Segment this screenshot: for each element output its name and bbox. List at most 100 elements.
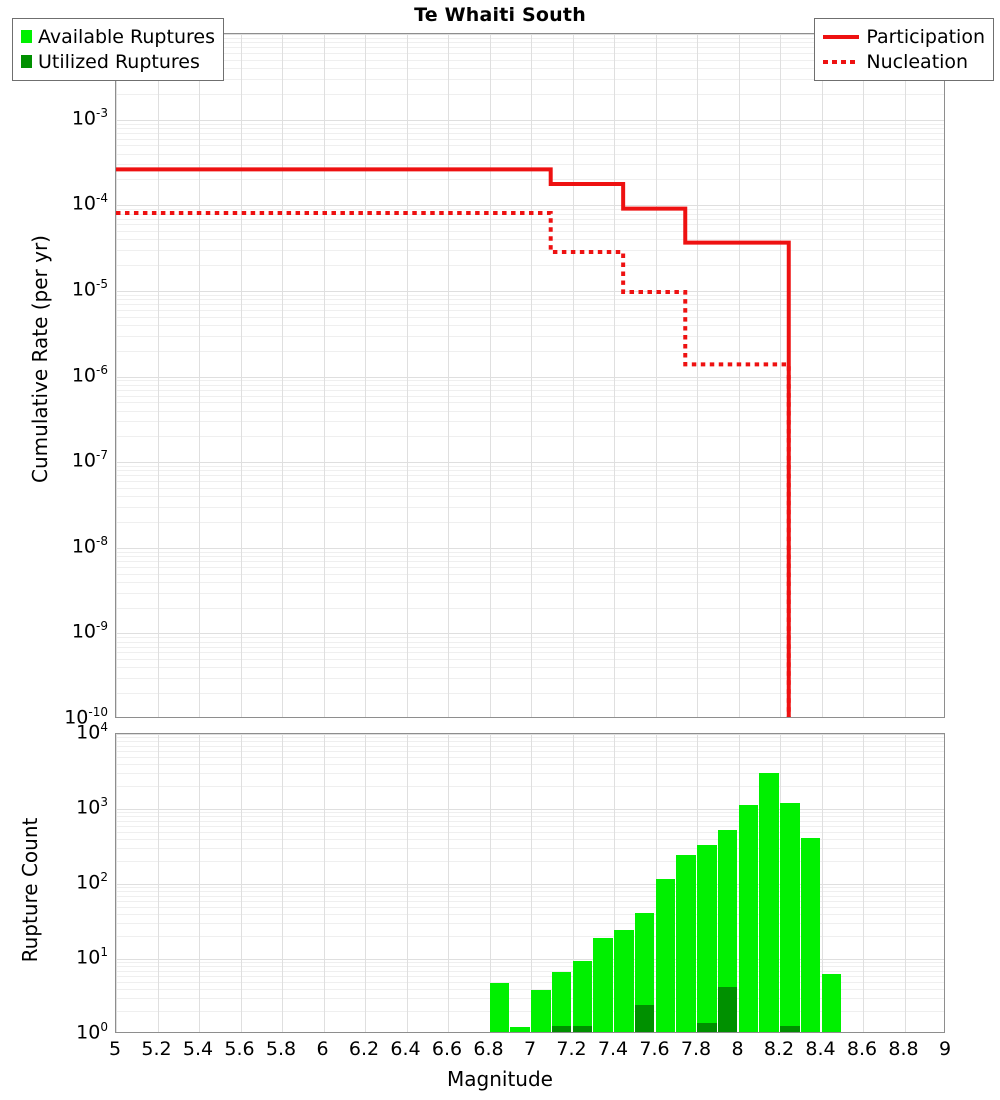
y-axis-tick-label: 101 <box>76 945 108 969</box>
gridline-horizontal <box>116 436 944 438</box>
gridline-horizontal <box>116 966 944 968</box>
gridline-horizontal <box>116 756 944 758</box>
gridline-horizontal <box>116 750 944 752</box>
y-axis-tick-label: 10-4 <box>71 191 108 215</box>
legend-item-available: Available Ruptures <box>21 24 215 49</box>
gridline-horizontal <box>116 123 944 125</box>
bar-segment-utilized <box>572 1026 593 1032</box>
gridline-vertical <box>863 34 864 717</box>
bar-segment-available <box>551 972 572 1032</box>
bar <box>676 734 696 1032</box>
x-axis-tick-label: 9 <box>938 1038 952 1060</box>
x-axis-tick-label: 7 <box>523 1038 537 1060</box>
gridline-horizontal <box>116 481 944 483</box>
x-axis-tick-label: 8 <box>731 1038 744 1060</box>
x-axis-tick-label: 8.4 <box>805 1038 836 1060</box>
gridline-horizontal <box>116 970 944 972</box>
bar-segment-utilized <box>717 986 738 1032</box>
gridline-horizontal <box>116 741 944 743</box>
gridline-horizontal <box>116 462 944 464</box>
x-axis-tick-label: 5.8 <box>265 1038 297 1060</box>
rate-curves <box>116 167 791 717</box>
gridline-horizontal <box>116 59 944 61</box>
y-axis-tick-label: 10-7 <box>71 448 108 472</box>
bar <box>655 734 676 1032</box>
bar-segment-available <box>510 1027 530 1032</box>
bar-segment-utilized <box>634 1004 655 1032</box>
y-axis-tick-label: 10-9 <box>71 619 108 643</box>
bar <box>821 734 842 1032</box>
gridline-vertical <box>282 34 283 717</box>
gridline-horizontal <box>116 641 944 643</box>
y-axis-tick-label: 10-6 <box>71 362 108 386</box>
gridline-horizontal <box>116 556 944 558</box>
bar-segment-utilized <box>780 1026 800 1032</box>
gridline-vertical <box>863 734 864 1032</box>
x-axis-tick-label: 6.2 <box>348 1038 380 1060</box>
gridline-horizontal <box>116 218 944 220</box>
gridline-horizontal <box>116 573 944 575</box>
gridline-horizontal <box>116 205 944 207</box>
x-axis-tick-label: 7.4 <box>597 1038 629 1060</box>
gridline-horizontal <box>116 335 944 337</box>
gridline-horizontal <box>116 324 944 326</box>
dotted-line-swatch-icon <box>823 59 860 64</box>
gridline-horizontal <box>116 693 944 695</box>
gridline-horizontal <box>116 402 944 404</box>
gridline-horizontal <box>116 376 944 378</box>
gridline-horizontal <box>116 975 944 977</box>
gridline-horizontal <box>116 820 944 822</box>
bar <box>510 734 530 1032</box>
gridline-horizontal <box>116 1011 944 1013</box>
gridline-horizontal <box>116 209 944 211</box>
gridline-vertical <box>904 734 906 1032</box>
x-axis-tick-label: 7.2 <box>556 1038 587 1060</box>
x-axis-tick-label: 6 <box>316 1038 329 1060</box>
available-color-swatch-icon <box>21 30 32 43</box>
legend-item-nucleation: Nucleation <box>823 49 985 74</box>
gridline-horizontal <box>116 786 944 788</box>
gridline-horizontal <box>116 93 944 95</box>
gridline-horizontal <box>116 895 944 897</box>
gridline-horizontal <box>116 773 944 775</box>
gridline-horizontal <box>116 309 944 311</box>
gridline-horizontal <box>116 861 944 863</box>
gridline-vertical <box>489 734 491 1032</box>
gridline-vertical <box>282 734 283 1032</box>
y-axis-tick-label: 102 <box>76 870 108 894</box>
legend-top: Participation Nucleation <box>814 18 994 81</box>
gridline-horizontal <box>116 145 944 147</box>
gridline-vertical <box>531 34 532 717</box>
bar-segment-available <box>717 830 738 1032</box>
gridline-horizontal <box>116 389 944 391</box>
gridline-horizontal <box>116 734 944 735</box>
bar <box>738 734 759 1032</box>
x-axis-tick-label: 7.8 <box>680 1038 712 1060</box>
gridline-vertical <box>199 734 200 1032</box>
bar-segment-available <box>531 990 551 1032</box>
x-axis-tick-label: 7.6 <box>639 1038 670 1060</box>
gridline-horizontal <box>116 891 944 893</box>
bar <box>614 734 634 1032</box>
gridline-horizontal <box>116 566 944 568</box>
x-axis-tick-label: 5.4 <box>182 1038 214 1060</box>
gridline-horizontal <box>116 475 944 477</box>
gridline-horizontal <box>116 350 944 352</box>
gridline-horizontal <box>116 299 944 301</box>
gridline-horizontal <box>116 812 944 814</box>
gridline-horizontal <box>116 466 944 468</box>
gridline-horizontal <box>116 816 944 818</box>
gridline-vertical <box>116 34 117 717</box>
bar-segment-available <box>634 912 655 1032</box>
gridline-horizontal <box>116 959 944 960</box>
bar-segment-available <box>780 803 800 1032</box>
gridline-horizontal <box>116 637 944 639</box>
gridline-horizontal <box>116 265 944 267</box>
bar-segment-available <box>489 983 510 1032</box>
gridline-horizontal <box>116 224 944 226</box>
bar-segment-available <box>614 929 634 1032</box>
gridline-horizontal <box>116 831 944 833</box>
bar <box>780 734 800 1032</box>
gridline-horizontal <box>116 913 944 915</box>
